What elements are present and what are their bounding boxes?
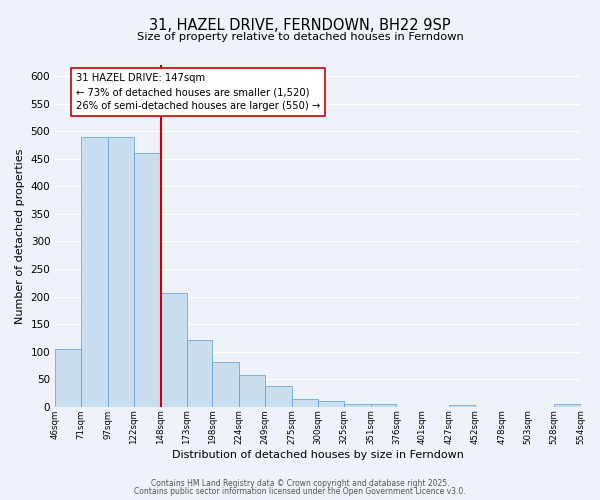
Text: Contains public sector information licensed under the Open Government Licence v3: Contains public sector information licen… [134, 487, 466, 496]
Bar [449, 405, 475, 407]
Y-axis label: Number of detached properties: Number of detached properties [15, 148, 25, 324]
Bar [554, 404, 581, 407]
Bar [55, 349, 81, 407]
Bar [108, 136, 134, 407]
Bar [344, 404, 371, 407]
Bar [212, 362, 239, 407]
Text: Contains HM Land Registry data © Crown copyright and database right 2025.: Contains HM Land Registry data © Crown c… [151, 478, 449, 488]
Bar [292, 398, 318, 407]
Bar [318, 402, 344, 407]
Bar [81, 136, 108, 407]
Bar [134, 153, 161, 407]
Bar [239, 376, 265, 407]
Bar [371, 404, 397, 407]
Bar [187, 340, 212, 407]
Text: Size of property relative to detached houses in Ferndown: Size of property relative to detached ho… [137, 32, 463, 42]
Text: 31 HAZEL DRIVE: 147sqm
← 73% of detached houses are smaller (1,520)
26% of semi-: 31 HAZEL DRIVE: 147sqm ← 73% of detached… [76, 74, 320, 112]
Bar [161, 292, 187, 407]
Text: 31, HAZEL DRIVE, FERNDOWN, BH22 9SP: 31, HAZEL DRIVE, FERNDOWN, BH22 9SP [149, 18, 451, 32]
Bar [265, 386, 292, 407]
X-axis label: Distribution of detached houses by size in Ferndown: Distribution of detached houses by size … [172, 450, 464, 460]
